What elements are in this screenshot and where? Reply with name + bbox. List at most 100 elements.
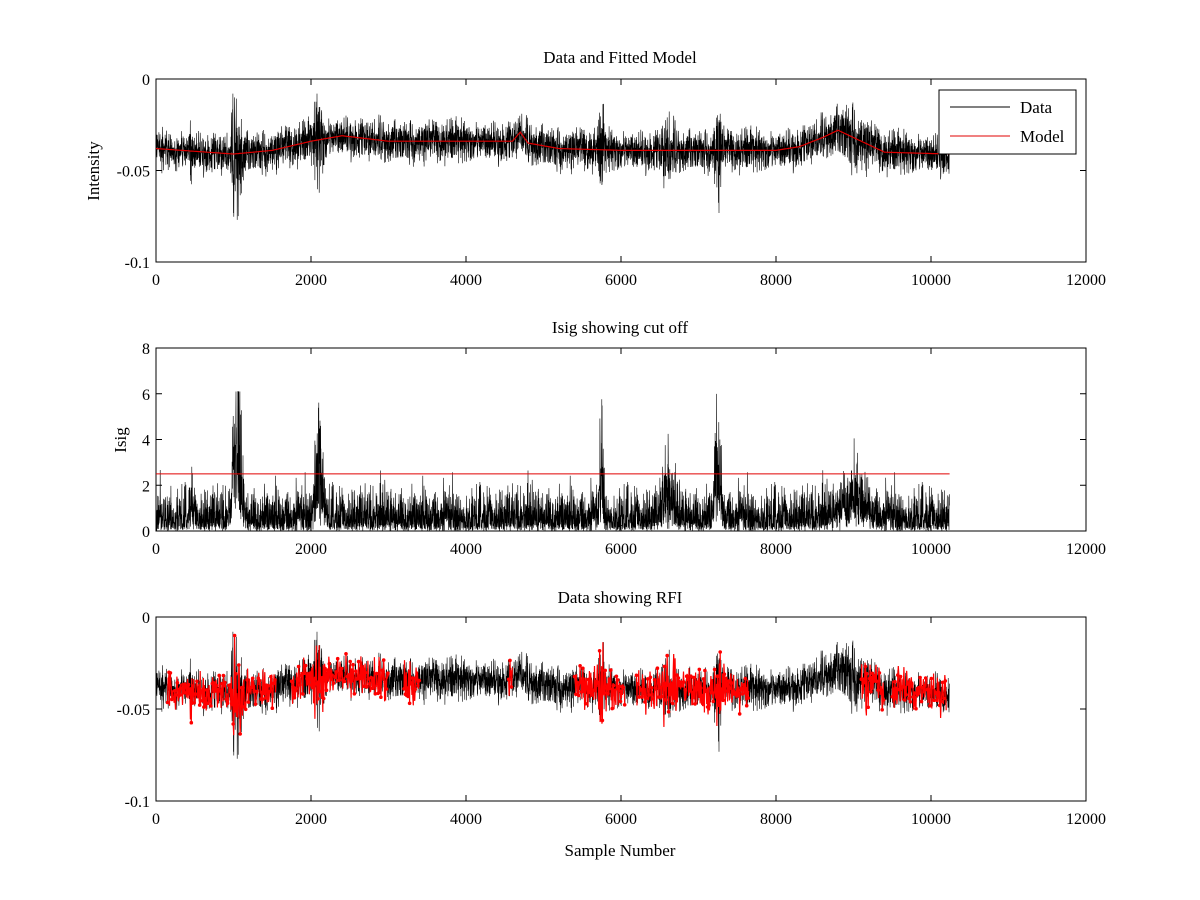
x-tick-label: 0 xyxy=(152,811,160,828)
rfi-point xyxy=(700,693,704,698)
rfi-point xyxy=(922,683,927,688)
rfi-point xyxy=(708,685,713,690)
rfi-point xyxy=(172,689,177,693)
rfi-point xyxy=(679,680,683,684)
rfi-point xyxy=(907,696,911,701)
rfi-point xyxy=(589,690,593,694)
rfi-point xyxy=(645,677,650,681)
rfi-point xyxy=(926,687,931,692)
rfi-point xyxy=(188,687,192,692)
x-tick-label: 10000 xyxy=(911,272,951,289)
rfi-point xyxy=(860,677,865,681)
rfi-point xyxy=(918,675,922,680)
rfi-point xyxy=(715,674,720,678)
rfi-point xyxy=(707,703,711,707)
rfi-point xyxy=(230,701,234,706)
rfi-point xyxy=(344,652,348,656)
y-tick-label: -0.05 xyxy=(117,164,150,181)
rfi-point xyxy=(355,677,360,681)
rfi-point xyxy=(618,699,623,704)
rfi-point xyxy=(897,687,901,692)
rfi-point xyxy=(249,685,254,690)
rfi-point xyxy=(611,683,616,688)
rfi-point xyxy=(213,689,217,693)
rfi-point xyxy=(722,672,727,676)
rfi-point xyxy=(289,679,294,683)
rfi-point xyxy=(250,676,255,681)
rfi-point xyxy=(867,676,872,681)
rfi-point xyxy=(335,656,340,661)
rfi-point xyxy=(621,685,626,690)
rfi-point xyxy=(299,673,304,678)
rfi-point xyxy=(687,689,692,693)
rfi-point xyxy=(726,679,731,683)
rfi-point xyxy=(324,688,329,692)
rfi-point xyxy=(508,658,512,663)
rfi-point xyxy=(270,706,275,710)
rfi-point xyxy=(402,687,406,691)
rfi-point xyxy=(877,671,882,675)
rfi-point xyxy=(891,687,896,691)
rfi-point xyxy=(310,685,315,690)
rfi-point xyxy=(342,679,347,684)
rfi-point xyxy=(409,682,413,686)
rfi-point xyxy=(935,698,939,702)
rfi-point xyxy=(943,679,948,683)
rfi-point xyxy=(372,683,376,687)
chart-title: Data and Fitted Model xyxy=(543,48,697,67)
rfi-point xyxy=(298,683,302,687)
rfi-point xyxy=(255,689,259,694)
rfi-point xyxy=(703,668,707,673)
rfi-point xyxy=(686,677,690,681)
rfi-point xyxy=(596,680,600,685)
rfi-point xyxy=(196,694,201,699)
rfi-point xyxy=(413,687,418,692)
rfi-point xyxy=(588,685,592,690)
rfi-point xyxy=(898,674,903,679)
rfi-point xyxy=(675,673,679,677)
rfi-point xyxy=(190,684,195,688)
rfi-point xyxy=(643,700,647,704)
chart-title: Isig showing cut off xyxy=(552,318,688,337)
rfi-point xyxy=(177,687,181,692)
rfi-point xyxy=(636,682,640,686)
rfi-point xyxy=(655,666,660,670)
rfi-point xyxy=(640,695,644,699)
rfi-point xyxy=(207,699,212,703)
rfi-point xyxy=(597,649,602,653)
rfi-point xyxy=(680,683,685,688)
rfi-point xyxy=(908,700,913,704)
rfi-point xyxy=(407,701,412,706)
rfi-point xyxy=(262,691,266,696)
rfi-point xyxy=(238,732,242,736)
x-tick-label: 2000 xyxy=(295,811,327,828)
x-tick-label: 12000 xyxy=(1066,272,1106,289)
rfi-point xyxy=(694,687,699,692)
rfi-point xyxy=(652,678,657,682)
rfi-point xyxy=(303,663,308,668)
rfi-point xyxy=(936,690,941,694)
rfi-point xyxy=(192,701,196,705)
rfi-series-line xyxy=(291,645,389,719)
rfi-point xyxy=(263,696,268,700)
rfi-point xyxy=(217,673,221,678)
rfi-point xyxy=(165,700,170,705)
rfi-point xyxy=(693,702,697,706)
rfi-point xyxy=(879,688,883,692)
rfi-series-line xyxy=(860,662,885,716)
rfi-point xyxy=(193,692,198,696)
rfi-point xyxy=(301,692,305,696)
rfi-point xyxy=(691,675,696,680)
panel-data-and-model: Data and Fitted Model Intensity 0 2000 400… xyxy=(84,48,1106,289)
rfi-point xyxy=(379,695,383,699)
rfi-point xyxy=(880,708,884,712)
rfi-point xyxy=(245,678,249,682)
rfi-point xyxy=(712,667,717,672)
y-tick-label: 2 xyxy=(142,478,150,495)
rfi-point xyxy=(609,668,613,672)
x-tick-label: 6000 xyxy=(605,811,637,828)
rfi-point xyxy=(876,688,880,692)
y-tick-label: 6 xyxy=(142,387,150,404)
rfi-point xyxy=(865,671,869,676)
rfi-point xyxy=(923,676,928,680)
